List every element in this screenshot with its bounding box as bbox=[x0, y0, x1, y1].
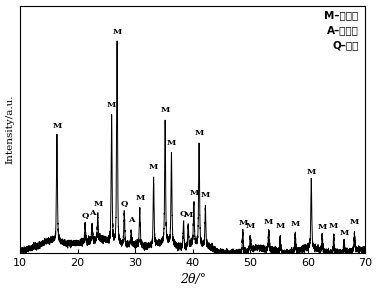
Text: M: M bbox=[350, 218, 359, 226]
Text: M: M bbox=[238, 219, 248, 227]
Text: M: M bbox=[201, 191, 210, 199]
X-axis label: 2θ/°: 2θ/° bbox=[180, 273, 206, 286]
Text: M: M bbox=[161, 106, 170, 114]
Text: M: M bbox=[339, 229, 349, 237]
Text: M–莫来石
A–钓长石
Q–石英: M–莫来石 A–钓长石 Q–石英 bbox=[324, 11, 358, 50]
Text: M: M bbox=[167, 139, 176, 147]
Text: M: M bbox=[93, 200, 102, 208]
Text: M: M bbox=[112, 28, 122, 36]
Text: M: M bbox=[135, 194, 144, 202]
Text: Q: Q bbox=[121, 199, 128, 207]
Text: M: M bbox=[291, 220, 300, 228]
Text: A: A bbox=[89, 209, 95, 218]
Text: M: M bbox=[246, 222, 255, 230]
Y-axis label: Intensity/a.u.: Intensity/a.u. bbox=[6, 95, 15, 164]
Text: M: M bbox=[194, 129, 204, 137]
Text: M: M bbox=[276, 222, 285, 230]
Text: M: M bbox=[264, 218, 273, 226]
Text: M: M bbox=[52, 122, 62, 131]
Text: A: A bbox=[128, 216, 135, 224]
Text: Q: Q bbox=[81, 211, 89, 219]
Text: M: M bbox=[183, 211, 193, 219]
Text: M: M bbox=[149, 163, 158, 171]
Text: M: M bbox=[318, 223, 327, 231]
Text: Q: Q bbox=[180, 209, 187, 217]
Text: M: M bbox=[189, 189, 198, 197]
Text: M: M bbox=[307, 168, 316, 176]
Text: M: M bbox=[329, 222, 338, 230]
Text: M: M bbox=[107, 101, 116, 109]
